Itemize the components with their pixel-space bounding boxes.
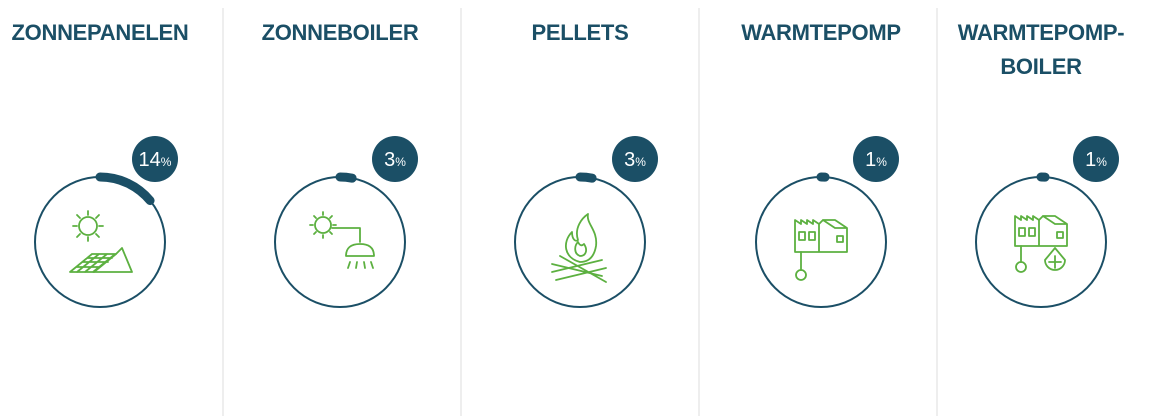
badge [372, 136, 418, 182]
badge-value: 1 [1085, 149, 1096, 171]
ring [975, 176, 1107, 308]
badge-label: 3% [624, 149, 646, 171]
badge [853, 136, 899, 182]
progress-arc [575, 172, 597, 183]
badge [612, 136, 658, 182]
badge-unit: % [395, 155, 406, 169]
ring [514, 176, 646, 308]
column-title: PELLETS [531, 20, 629, 45]
badge-value: 14 [139, 149, 161, 171]
fire-icon [551, 213, 607, 283]
dividers [222, 8, 938, 416]
badge-unit: % [635, 155, 646, 169]
badge-label: 1% [865, 149, 887, 171]
badge [1073, 136, 1119, 182]
column-title: WARMTEPOMP-BOILER [957, 20, 1125, 79]
badge-value: 3 [624, 149, 635, 171]
progress-arc [335, 172, 357, 183]
solar-panel-icon [69, 210, 133, 273]
badge-value: 1 [865, 149, 876, 171]
badge-value: 3 [384, 149, 395, 171]
badge-label: 1% [1085, 149, 1107, 171]
icons [69, 210, 1068, 283]
column-title: ZONNEPANELEN [11, 20, 189, 45]
ring [755, 176, 887, 308]
badge-label: 14% [139, 149, 172, 171]
badge-label: 3% [384, 149, 406, 171]
badge [132, 136, 178, 182]
ring [274, 176, 406, 308]
column-title: ZONNEBOILER [261, 20, 419, 45]
column-title: WARMTEPOMP [741, 20, 901, 45]
badge-unit: % [876, 155, 887, 169]
badge-unit: % [1096, 155, 1107, 169]
progress-arc [95, 172, 155, 206]
heat-pump-boiler-icon [1014, 215, 1068, 273]
heat-pump-icon [794, 219, 848, 281]
badge-unit: % [161, 155, 172, 169]
solar-boiler-icon [309, 211, 375, 269]
